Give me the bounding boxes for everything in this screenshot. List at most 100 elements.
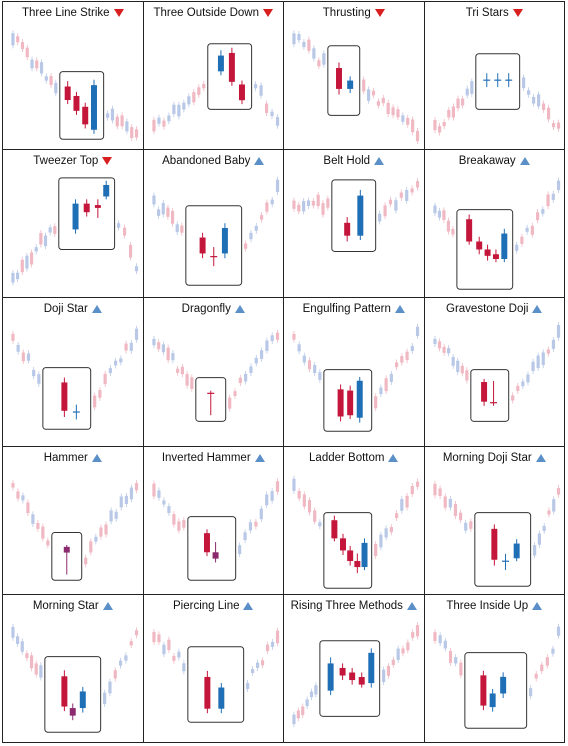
context-candle [245,682,249,689]
pattern-title: Three Outside Down [144,5,284,21]
context-candle [318,521,322,526]
pattern-name: Belt Hold [323,155,371,168]
pattern-name: Gravestone Doji [446,303,529,316]
context-candle [432,205,437,214]
context-candle [171,104,175,115]
context-candle [451,357,455,367]
context-candle [16,491,20,499]
context-candle [11,626,15,638]
context-candle [129,640,133,646]
pattern-cell: Belt Hold [284,150,425,299]
context-candle [110,108,115,121]
context-candle [31,513,35,524]
context-candle [465,88,469,96]
context-candle [441,347,446,354]
context-candle [165,207,170,217]
context-candle [171,655,175,661]
context-candle [376,101,380,106]
bearish-arrow-icon [374,9,385,17]
context-candle [415,624,420,637]
context-candle [542,525,546,531]
context-candle [520,381,524,387]
context-candle [151,483,156,496]
context-candle [379,388,383,395]
pattern-candle [203,532,210,552]
context-candle [556,487,560,495]
context-candle [175,369,179,374]
pattern-candle [490,528,497,560]
pattern-cell: Tri Stars [424,2,565,151]
context-candle [405,352,409,361]
context-candle [243,374,247,382]
context-candle [89,540,93,553]
candlestick-chart [151,176,279,286]
pattern-candle [479,675,486,706]
context-candle [297,490,301,499]
context-candle [253,84,257,89]
context-candle [186,96,190,105]
context-candle [264,340,268,352]
pattern-highlight-box [184,205,242,286]
pattern-title: Gravestone Doji [425,301,565,317]
bearish-arrow-icon [262,9,273,17]
context-candle [258,85,263,96]
context-candle [528,687,532,696]
context-candle [448,650,452,663]
pattern-candle [344,222,351,236]
pattern-highlight-box [44,655,102,733]
context-candle [151,339,156,346]
context-candle [306,200,311,207]
context-candle [259,215,263,220]
context-candle [156,209,160,217]
bullish-arrow-icon [102,601,113,610]
context-candle [395,362,399,368]
candlestick-chart [151,330,279,423]
pattern-candle [331,519,338,538]
context-candle [36,522,40,529]
context-candle [109,510,113,522]
context-candle [519,236,523,245]
context-candle [437,488,442,496]
bearish-arrow-icon [512,9,523,17]
pattern-cell: Three Outside Down [143,2,284,151]
pattern-candle [480,382,487,403]
pattern-highlight-box [59,71,105,140]
pattern-candle [500,233,507,260]
context-candle [118,660,123,666]
pattern-candle [221,228,228,254]
context-candle [406,118,410,125]
context-candle [469,81,473,94]
context-candle [468,520,472,529]
pattern-candle [199,237,206,254]
context-candle [322,53,326,65]
pattern-name: Engulfing Pattern [302,303,391,316]
context-candle [432,339,437,345]
context-candle [119,358,123,363]
context-candle [305,699,309,706]
context-candle [378,213,382,222]
bullish-arrow-icon [519,157,530,166]
pattern-title: Tweezer Top [3,153,143,169]
context-candle [181,519,185,528]
context-candle [546,107,550,120]
context-candle [44,76,48,81]
pattern-name: Abandoned Baby [162,155,251,168]
pattern-highlight-box [473,511,531,587]
context-candle [259,350,263,360]
pattern-name: Three Line Strike [21,7,110,19]
context-candle [26,502,30,513]
context-candle [270,199,274,205]
context-candle [46,540,50,546]
pattern-candle [347,80,354,89]
context-candle [11,33,15,46]
context-candle [311,201,315,206]
context-candle [381,97,385,104]
context-candle [156,342,160,350]
context-candle [176,104,180,117]
pattern-candle [513,543,520,558]
pattern-name: Inverted Hammer [161,451,251,464]
context-candle [26,353,31,362]
pattern-name: Tweezer Top [33,155,99,168]
context-candle [537,533,541,545]
